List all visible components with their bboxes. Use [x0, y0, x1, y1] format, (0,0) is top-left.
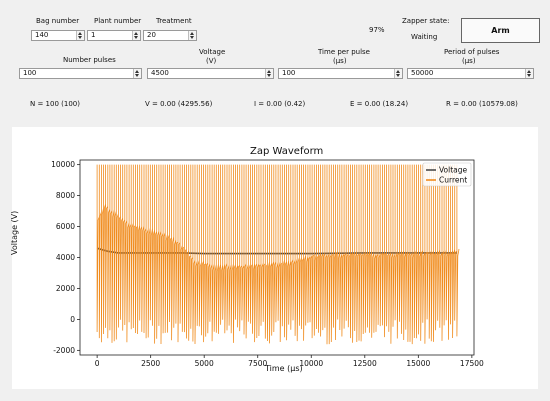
voltage-stepper-icon[interactable]: [265, 69, 273, 78]
y-tick-label: 0: [70, 315, 75, 324]
plant-number-stepper-icon[interactable]: [132, 31, 140, 40]
progress-text: 97%: [369, 26, 385, 34]
period-of-pulses-unit-label: (μs): [462, 57, 476, 65]
readout-i: I = 0.00 (0.42): [254, 100, 306, 108]
y-tick-label: 8000: [56, 191, 75, 200]
period-of-pulses-spinbox[interactable]: 50000: [407, 68, 534, 79]
x-axis-label: Time (μs): [265, 364, 303, 373]
x-tick-label: 15000: [406, 359, 430, 368]
time-per-pulse-label: Time per pulse: [318, 48, 370, 56]
treatment-spinbox[interactable]: 20: [143, 30, 197, 41]
x-tick-label: 5000: [195, 359, 214, 368]
period-of-pulses-label: Period of pulses: [444, 48, 500, 56]
time-per-pulse-stepper-icon[interactable]: [394, 69, 402, 78]
number-pulses-stepper-icon[interactable]: [133, 69, 141, 78]
plant-number-spinbox[interactable]: 1: [87, 30, 141, 41]
readout-r: R = 0.00 (10579.08): [446, 100, 518, 108]
current-series-line: [96, 164, 460, 345]
time-per-pulse-value: 100: [282, 69, 296, 77]
number-pulses-spinbox[interactable]: 100: [19, 68, 142, 79]
voltage-spinbox[interactable]: 4500: [147, 68, 274, 79]
arm-button[interactable]: Arm: [461, 18, 540, 43]
treatment-label: Treatment: [156, 17, 192, 25]
readout-e: E = 0.00 (18.24): [350, 100, 409, 108]
y-tick-label: -2000: [53, 346, 75, 355]
x-tick-label: 17500: [460, 359, 484, 368]
legend-label-current: Current: [439, 176, 467, 185]
x-tick-label: 7500: [248, 359, 267, 368]
x-tick-label: 0: [95, 359, 100, 368]
legend-label-voltage: Voltage: [439, 166, 468, 175]
voltage-unit-label: (V): [206, 57, 217, 65]
voltage-label: Voltage: [199, 48, 226, 56]
y-tick-label: 4000: [56, 253, 75, 262]
y-tick-label: 10000: [51, 160, 75, 169]
readout-v: V = 0.00 (4295.56): [145, 100, 213, 108]
plant-number-label: Plant number: [94, 17, 142, 25]
x-tick-label: 10000: [299, 359, 323, 368]
number-pulses-label: Number pulses: [63, 56, 116, 64]
zapper-state-value: Waiting: [411, 33, 438, 41]
y-tick-label: 6000: [56, 222, 75, 231]
treatment-stepper-icon[interactable]: [188, 31, 196, 40]
period-of-pulses-stepper-icon[interactable]: [525, 69, 533, 78]
time-per-pulse-unit-label: (μs): [333, 57, 347, 65]
voltage-value: 4500: [151, 69, 169, 77]
bag-number-spinbox[interactable]: 140: [31, 30, 85, 41]
time-per-pulse-spinbox[interactable]: 100: [278, 68, 403, 79]
bag-number-label: Bag number: [36, 17, 80, 25]
bag-number-stepper-icon[interactable]: [76, 31, 84, 40]
chart-title: Zap Waveform: [250, 146, 324, 157]
bag-number-value: 140: [35, 31, 49, 39]
x-tick-label: 2500: [141, 359, 160, 368]
number-pulses-value: 100: [23, 69, 37, 77]
plant-number-value: 1: [91, 31, 96, 39]
y-tick-label: 2000: [56, 284, 75, 293]
treatment-value: 20: [147, 31, 156, 39]
period-of-pulses-value: 50000: [411, 69, 434, 77]
readout-n: N = 100 (100): [30, 100, 80, 108]
x-tick-label: 12500: [353, 359, 377, 368]
zapper-state-label: Zapper state:: [402, 17, 450, 25]
